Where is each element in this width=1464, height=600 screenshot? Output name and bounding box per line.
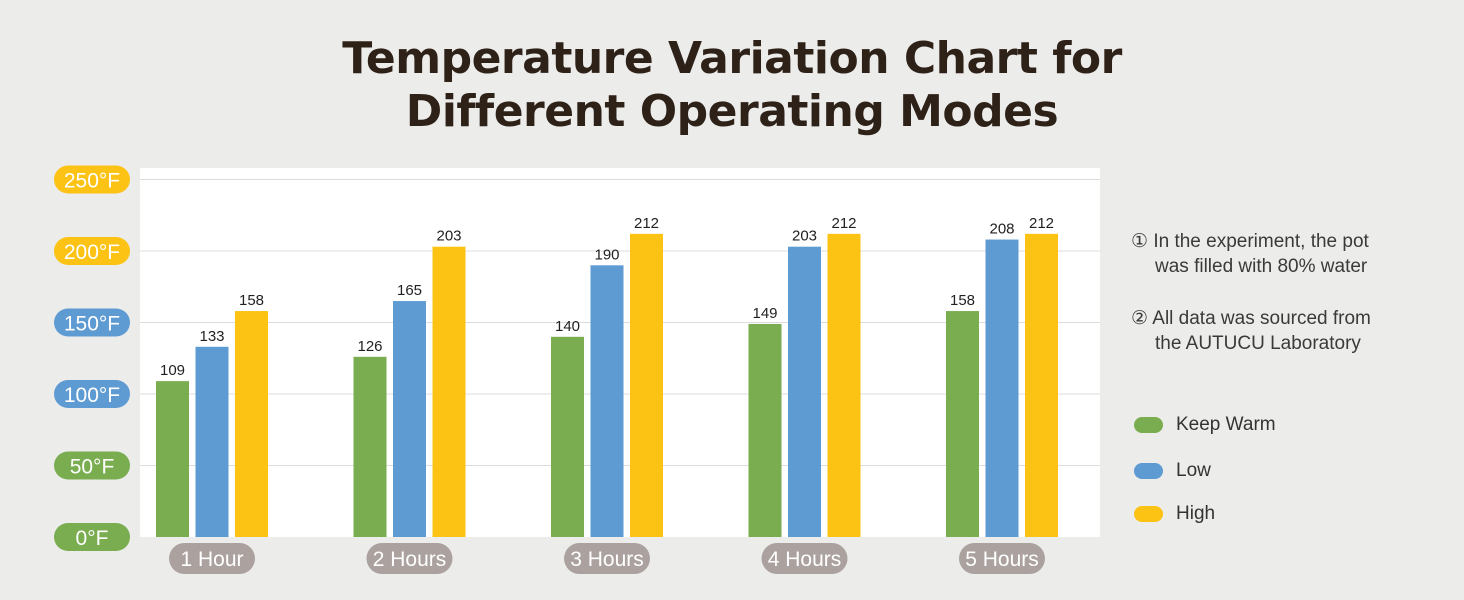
bar-keep-warm: [946, 311, 979, 537]
data-label: 212: [831, 215, 856, 232]
data-label: 133: [199, 328, 224, 345]
x-category-label: 3 Hours: [570, 548, 644, 571]
x-category-badge: [169, 543, 255, 574]
note-2-marker: ②: [1131, 308, 1149, 329]
data-label: 126: [357, 338, 382, 355]
bar-low: [985, 239, 1019, 537]
y-tick-badge: [54, 165, 130, 194]
data-label: 190: [594, 246, 619, 263]
y-tick-badge: [54, 237, 130, 265]
title-line-2: Different Operating Modes: [405, 86, 1059, 137]
note-1: ① In the experiment, the pot was filled …: [1131, 229, 1369, 279]
y-tick-label: 100°F: [64, 384, 120, 407]
note-1-line-1: In the experiment, the pot: [1153, 231, 1369, 252]
x-category-label: 1 Hour: [180, 548, 243, 571]
x-category-badge: [564, 543, 650, 574]
bar-low: [788, 246, 821, 537]
data-label: 158: [950, 292, 975, 309]
note-1-marker: ①: [1131, 231, 1149, 252]
bar-keep-warm: [353, 356, 387, 537]
data-label: 165: [397, 282, 422, 299]
data-label: 149: [752, 305, 777, 322]
note-2-line-1: All data was sourced from: [1152, 308, 1371, 329]
y-tick-label: 50°F: [70, 456, 115, 479]
data-label: 140: [555, 318, 580, 335]
bar-low: [590, 265, 624, 537]
bar-high: [827, 233, 861, 537]
y-tick-badge: [54, 380, 130, 408]
bar-keep-warm: [748, 323, 782, 537]
y-tick-badge: [54, 308, 130, 337]
data-label: 158: [239, 292, 264, 309]
bar-high: [235, 311, 268, 537]
bar-low: [195, 346, 229, 537]
x-category-label: 5 Hours: [965, 548, 1039, 571]
y-tick-badge: [54, 523, 130, 551]
x-category-badge: [366, 543, 453, 574]
bar-high: [432, 246, 466, 537]
x-category-label: 4 Hours: [768, 548, 842, 571]
y-tick-label: 250°F: [64, 170, 120, 193]
data-label: 212: [634, 215, 659, 232]
x-category-label: 2 Hours: [373, 548, 447, 571]
bar-high: [630, 233, 663, 537]
chart-title: Temperature Variation Chart for Differen…: [0, 32, 1464, 138]
legend-label-keep-warm: Keep Warm: [1176, 414, 1276, 435]
data-label: 109: [160, 362, 185, 379]
data-label: 208: [989, 221, 1014, 238]
legend-item-high: High: [1134, 503, 1215, 525]
y-tick-label: 150°F: [64, 313, 120, 336]
y-tick-label: 0°F: [76, 527, 109, 550]
legend-swatch-low: [1134, 463, 1163, 479]
x-category-badge: [959, 543, 1045, 574]
bar-keep-warm: [551, 336, 584, 537]
legend-swatch-keep-warm: [1134, 417, 1163, 433]
legend-item-keep-warm: Keep Warm: [1134, 414, 1276, 436]
y-tick-badge: [54, 451, 130, 480]
y-tick-label: 200°F: [64, 241, 120, 264]
note-2-line-2: the AUTUCU Laboratory: [1155, 333, 1361, 354]
bar-keep-warm: [156, 381, 189, 537]
x-category-badge: [761, 543, 848, 574]
bar-low: [393, 301, 426, 537]
legend-item-low: Low: [1134, 460, 1211, 482]
data-label: 203: [792, 228, 817, 245]
note-1-line-2: was filled with 80% water: [1155, 256, 1368, 277]
legend-label-low: Low: [1176, 460, 1211, 481]
data-label: 203: [436, 228, 461, 245]
note-2: ② All data was sourced from the AUTUCU L…: [1131, 306, 1371, 356]
legend-label-high: High: [1176, 503, 1216, 524]
title-line-1: Temperature Variation Chart for: [342, 33, 1122, 84]
legend-swatch-high: [1134, 506, 1163, 522]
data-label: 212: [1029, 215, 1054, 232]
bar-high: [1025, 233, 1058, 537]
